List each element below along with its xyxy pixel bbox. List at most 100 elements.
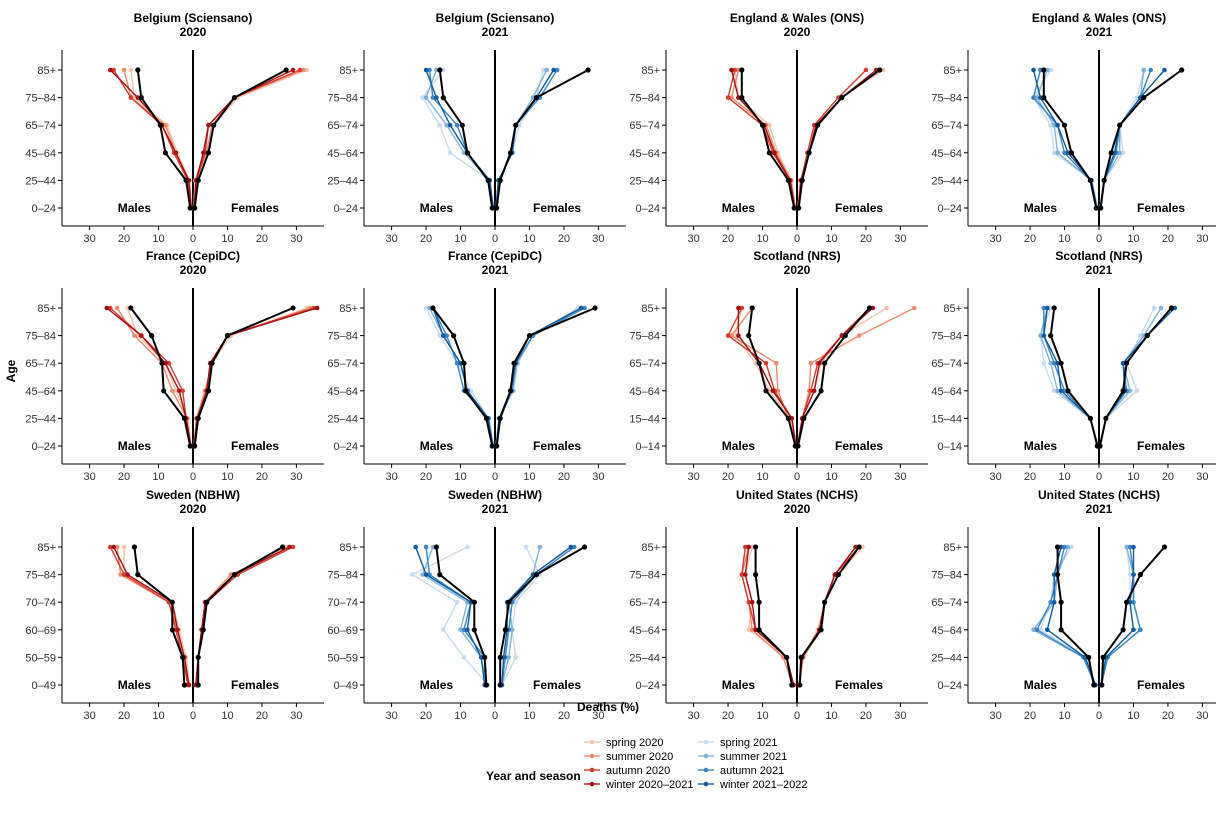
panel-title: Scotland (NRS) [1055, 249, 1142, 263]
data-point [1062, 150, 1067, 156]
data-point [1124, 599, 1130, 605]
series-reference [131, 544, 286, 688]
series-line-male [438, 69, 494, 209]
series-line-male [741, 546, 794, 686]
x-tick-label: 0 [794, 710, 800, 722]
data-point [461, 627, 467, 633]
data-point [192, 443, 198, 449]
data-point [1055, 360, 1060, 366]
data-point [454, 599, 460, 605]
y-tick-label: 75–84 [629, 331, 660, 343]
y-tick-label: 0–24 [32, 441, 56, 453]
data-point [287, 544, 292, 550]
data-point [1041, 95, 1047, 101]
data-point [533, 572, 540, 578]
data-point [1034, 627, 1040, 633]
panel-subtitle: 2020 [784, 25, 811, 39]
x-tick-label: 30 [687, 233, 699, 245]
data-point [304, 67, 310, 73]
data-point [482, 654, 488, 661]
males-label: Males [1024, 439, 1058, 453]
females-label: Females [1137, 439, 1185, 453]
y-tick-label: 85+ [339, 65, 358, 77]
x-tick-label: 0 [190, 471, 196, 483]
x-tick-label: 30 [592, 471, 604, 483]
data-point [1108, 150, 1114, 156]
series-line-female [193, 307, 294, 447]
series-line-male [740, 70, 796, 209]
data-point [1058, 544, 1064, 550]
series-line-female [195, 546, 290, 686]
data-point [1138, 627, 1143, 633]
data-point [459, 122, 465, 128]
data-point [211, 122, 217, 128]
females-label: Females [835, 201, 883, 215]
data-point [856, 333, 862, 338]
data-point [423, 95, 429, 100]
series-line-female [1099, 307, 1173, 447]
data-point [785, 177, 792, 183]
panel-title: England & Wales (ONS) [1032, 11, 1166, 25]
series-autumn-2021 [430, 305, 587, 449]
data-point [1031, 67, 1036, 73]
x-tick-label: 30 [83, 233, 95, 245]
data-point [732, 67, 738, 73]
series-line-female [193, 307, 318, 447]
panel-subtitle: 2020 [784, 263, 811, 277]
y-tick-label: 65–74 [25, 358, 56, 370]
data-point [763, 388, 769, 394]
series-winter-2020-2021 [108, 67, 296, 211]
y-tick-label: 65–74 [327, 358, 358, 370]
data-point [1179, 67, 1185, 73]
legend: Year and season spring 2020 summer 2020 au… [486, 737, 807, 791]
series-line-female [501, 546, 541, 686]
y-axis-label: Age [4, 359, 18, 382]
data-point [437, 67, 443, 73]
series-spring-2020 [743, 544, 865, 688]
y-tick-label: 0–14 [636, 441, 660, 453]
series-line-male [106, 307, 192, 447]
x-tick-label: 20 [420, 471, 432, 483]
y-tick-label: 45–64 [931, 386, 962, 398]
data-point [513, 655, 518, 660]
series-line-female [797, 307, 874, 447]
females-label: Females [231, 678, 279, 692]
series-line-female [797, 307, 915, 447]
data-point [530, 95, 536, 100]
data-point [461, 655, 467, 660]
x-tick-label: 20 [118, 710, 130, 722]
series-summer-2020 [729, 67, 882, 211]
data-point [1058, 599, 1064, 605]
data-point [1055, 544, 1061, 550]
panel-title: Sweden (NBHW) [146, 488, 240, 502]
y-tick-label: 45–64 [629, 625, 660, 637]
data-point [111, 67, 116, 73]
y-tick-label: 25–44 [327, 413, 358, 425]
data-point [204, 599, 210, 605]
data-point [433, 544, 439, 550]
data-point [839, 333, 845, 338]
data-point [162, 150, 168, 156]
data-point [1087, 177, 1093, 183]
data-point [511, 360, 517, 366]
panel-sweden-nbhw-2021: Sweden (NBHW)2021 0–49 50–59 60–69 70–74 75–8… [327, 488, 626, 722]
x-tick-label: 20 [256, 233, 268, 245]
data-point [128, 67, 134, 73]
x-tick-label: 10 [1058, 471, 1070, 483]
x-tick-label: 10 [523, 710, 535, 722]
y-tick-label: 70–74 [25, 597, 56, 609]
y-tick-label: 0–49 [32, 680, 56, 692]
series-summer-2020 [121, 67, 306, 211]
data-point [1120, 150, 1126, 156]
x-tick-label: 30 [687, 471, 699, 483]
data-point [1162, 67, 1167, 73]
x-tick-label: 20 [420, 710, 432, 722]
data-point [108, 544, 113, 550]
y-tick-label: 85+ [339, 542, 358, 554]
y-tick-label: 65–74 [25, 120, 56, 132]
data-point [183, 177, 189, 183]
data-point [497, 682, 503, 688]
data-point [1041, 305, 1047, 311]
series-line-female [1099, 69, 1183, 209]
females-label: Females [533, 201, 581, 215]
